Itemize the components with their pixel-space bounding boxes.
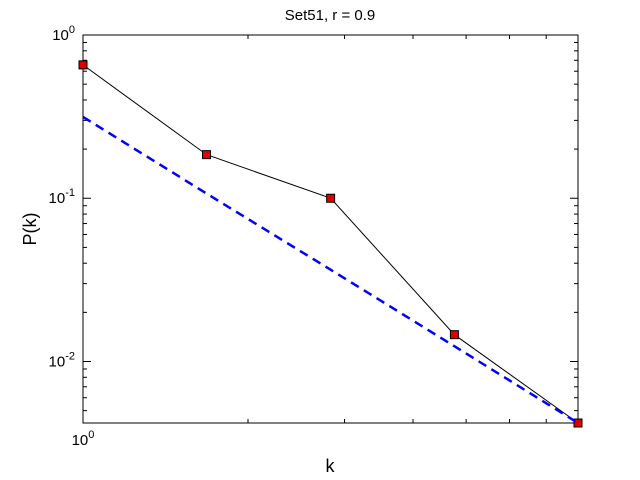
tick-label: 100 xyxy=(72,429,95,449)
y-axis-label: P(k) xyxy=(20,213,40,246)
tick-label: 10-1 xyxy=(49,187,75,207)
marker xyxy=(78,60,88,70)
tick-base: 10 xyxy=(49,190,66,207)
tick-base: 10 xyxy=(72,432,89,449)
plot-area xyxy=(82,34,579,424)
marker xyxy=(326,193,336,203)
series-line xyxy=(82,115,579,425)
x-axis-label: k xyxy=(326,456,336,476)
tick-exponent: 0 xyxy=(69,24,75,36)
tick-base: 10 xyxy=(49,353,66,370)
tick-exponent: -1 xyxy=(65,187,75,199)
chart-title: Set51, r = 0.9 xyxy=(285,7,375,24)
tick-label: 10-2 xyxy=(49,350,75,370)
tick-exponent: -2 xyxy=(65,350,75,362)
marker xyxy=(573,418,583,428)
marker xyxy=(201,150,211,160)
tick-label: 100 xyxy=(52,24,75,44)
marker xyxy=(449,330,459,340)
tick-base: 10 xyxy=(52,27,69,44)
tick-exponent: 0 xyxy=(88,429,94,441)
